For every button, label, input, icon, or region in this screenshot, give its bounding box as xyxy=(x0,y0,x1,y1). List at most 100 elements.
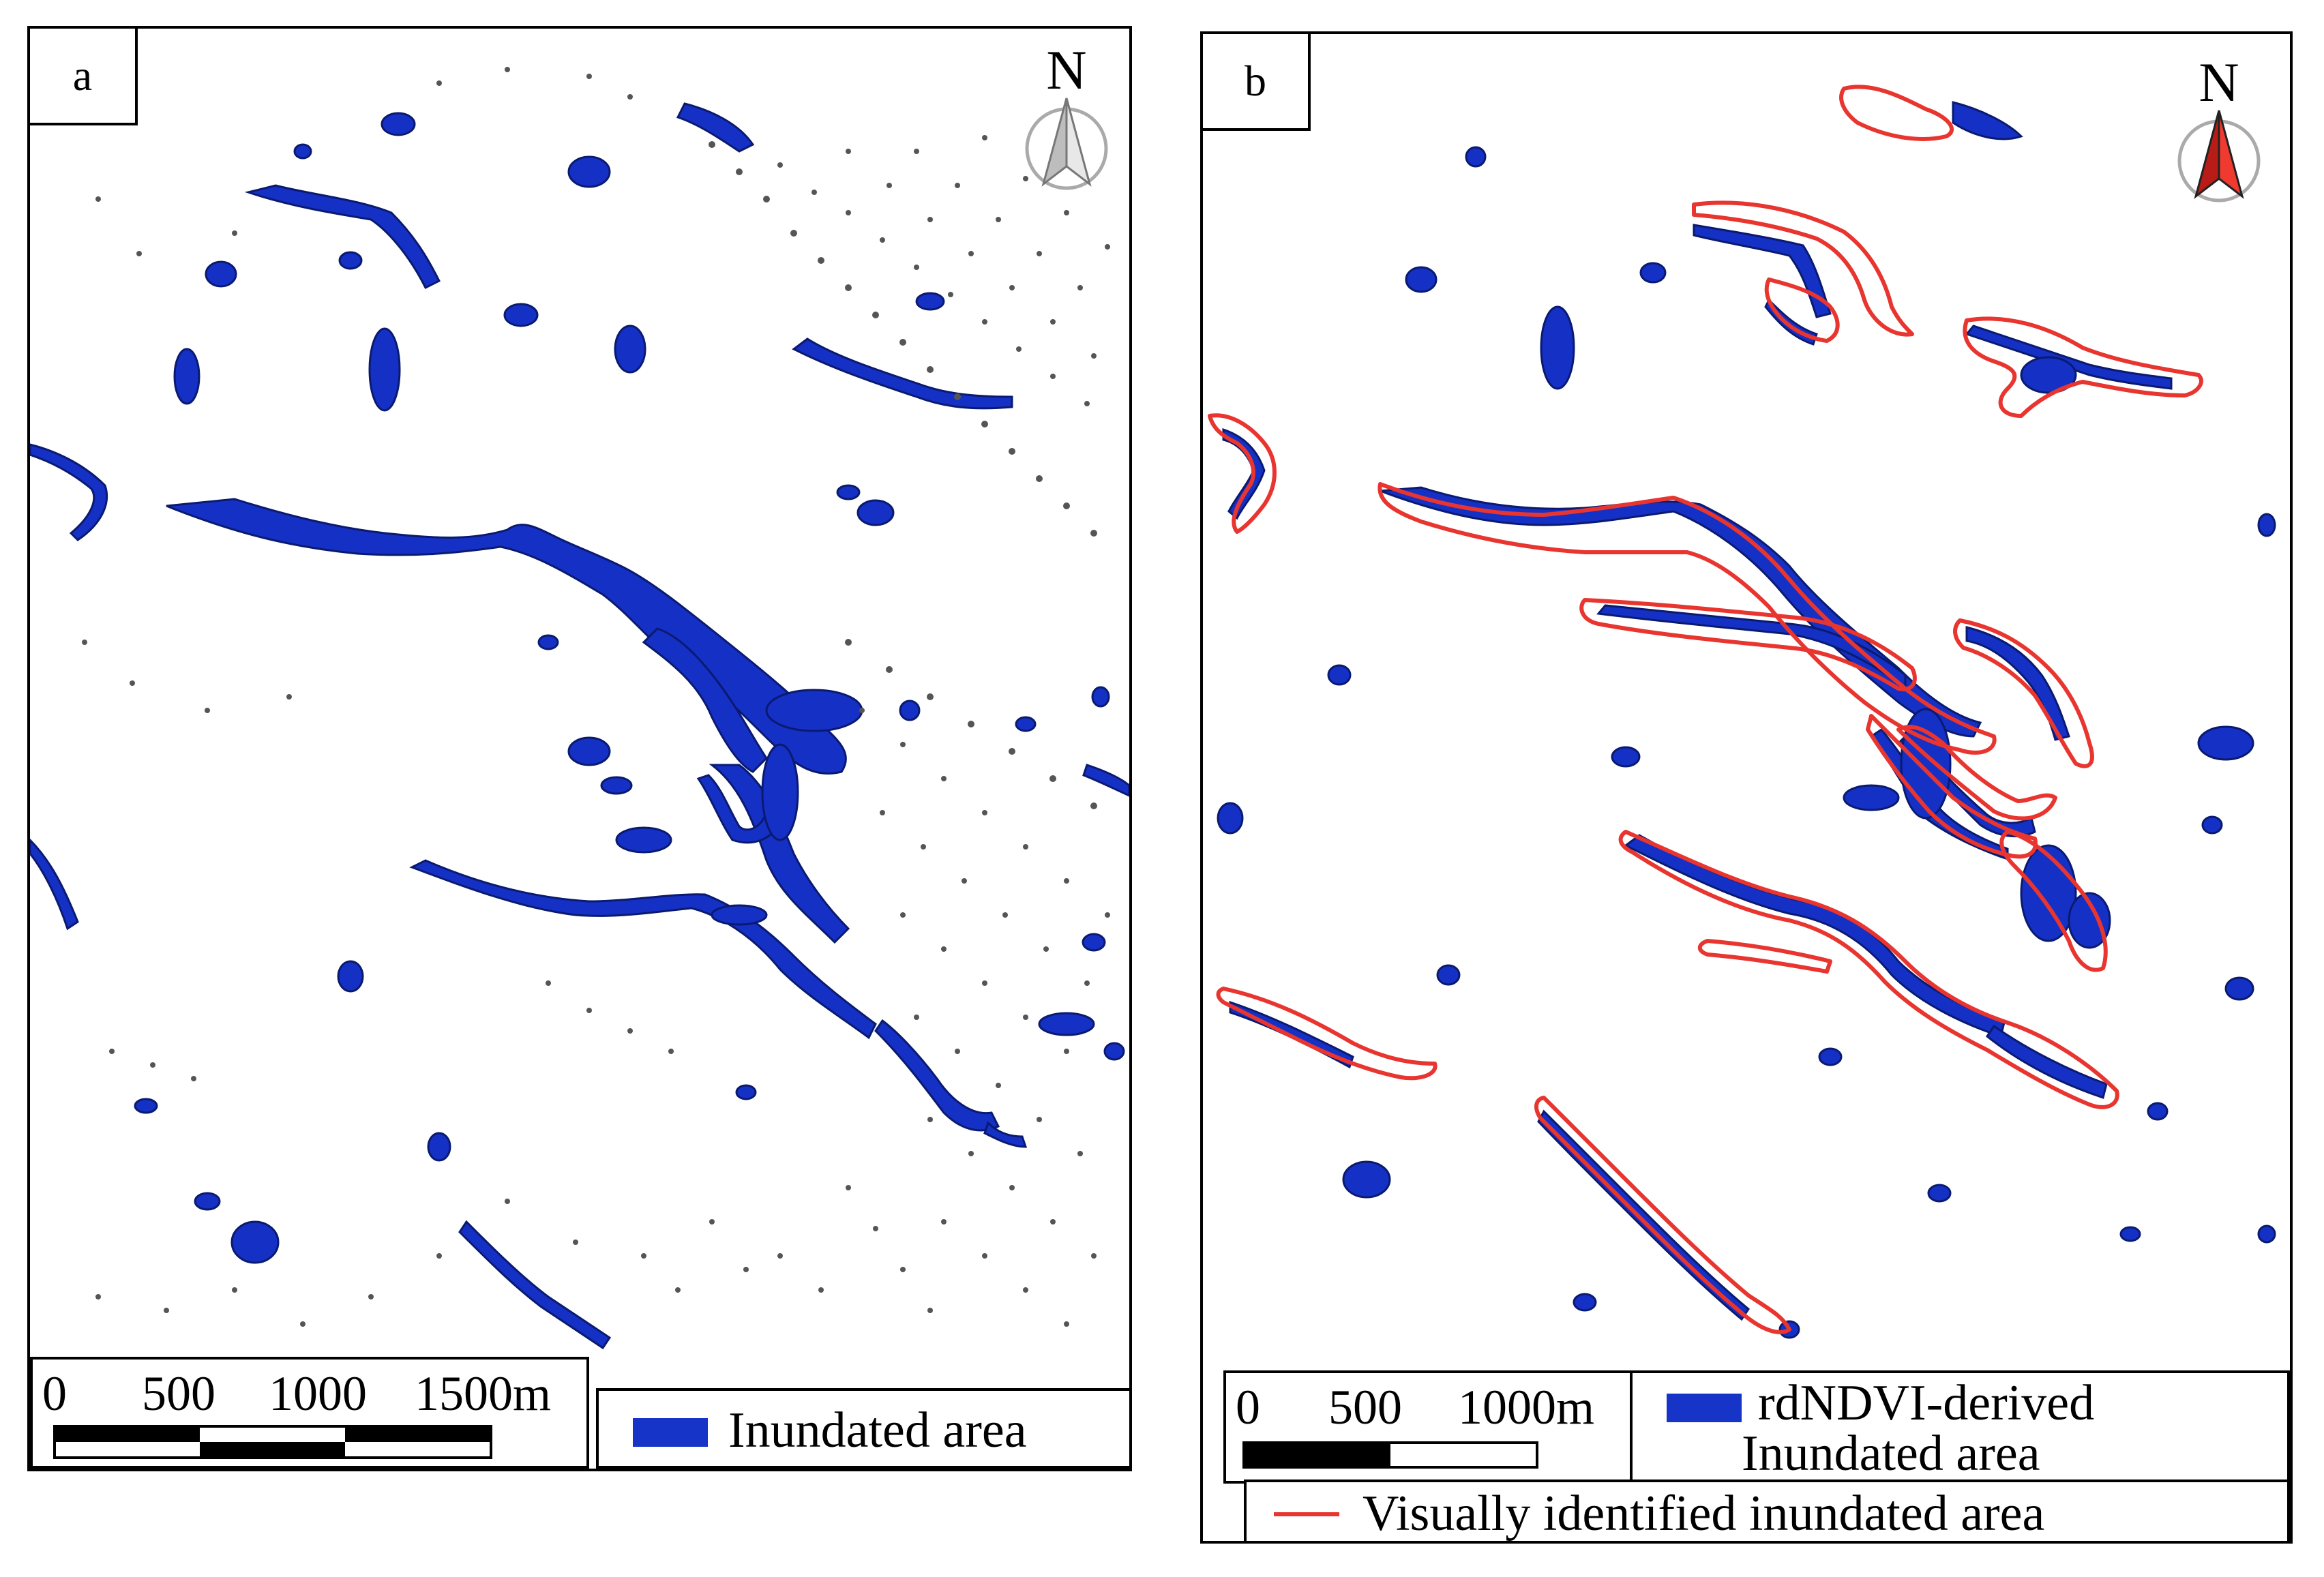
water-body xyxy=(614,325,646,374)
water-body xyxy=(856,499,895,526)
panel-label-a: a xyxy=(30,29,138,125)
water-body xyxy=(230,1220,280,1264)
water-body xyxy=(567,155,611,188)
map-b-canvas xyxy=(1208,85,2276,1339)
scale-bar-a: 0 500 1000 1500m xyxy=(30,1357,589,1469)
north-arrow-red-icon xyxy=(2177,110,2261,202)
water-body xyxy=(1091,686,1110,708)
north-arrow-b: N xyxy=(2171,55,2267,211)
visual-outline xyxy=(1377,482,1997,755)
visual-outline xyxy=(1692,200,1914,337)
water-body xyxy=(2119,1226,2141,1242)
water-body xyxy=(2197,725,2254,761)
water-body xyxy=(915,292,945,311)
water-body xyxy=(2257,1225,2276,1244)
water-body xyxy=(2147,1102,2169,1121)
water-body xyxy=(1611,746,1641,768)
water-body xyxy=(983,1121,1028,1148)
visual-outline xyxy=(1963,316,2203,418)
water-body xyxy=(567,736,611,766)
water-body xyxy=(1038,1012,1095,1036)
water-body xyxy=(381,112,416,136)
water-body xyxy=(1540,305,1575,390)
water-body xyxy=(1015,716,1037,732)
water-body xyxy=(337,960,364,993)
water-body xyxy=(1327,664,1352,686)
visual-outline xyxy=(1534,1096,1791,1334)
water-body xyxy=(676,102,755,153)
legend-red-b: Visually identified inundated area xyxy=(1244,1480,2290,1542)
water-body xyxy=(1222,427,1266,520)
water-body xyxy=(1082,933,1106,952)
water-body xyxy=(1082,764,1129,797)
water-body xyxy=(1818,1047,1843,1066)
water-body xyxy=(761,743,799,841)
water-body xyxy=(711,904,768,926)
water-body xyxy=(173,348,200,405)
water-body xyxy=(409,859,877,1040)
water-body xyxy=(1596,604,1907,691)
visual-outline xyxy=(1866,714,2038,859)
visual-outline xyxy=(1618,830,2119,1109)
visual-outline xyxy=(1896,725,2057,821)
scale-label-0: 0 xyxy=(1236,1380,1260,1435)
water-body xyxy=(1693,224,1832,318)
water-body xyxy=(2020,356,2077,394)
water-body xyxy=(537,634,559,650)
visual-outline xyxy=(1953,618,2094,768)
map-b-water-bodies xyxy=(1217,101,2276,1339)
legend-label-blue-line1: rdNDVI-derived xyxy=(1758,1375,2095,1431)
water-body xyxy=(427,1132,451,1162)
water-body xyxy=(244,184,441,290)
water-body xyxy=(2224,976,2254,1001)
water-body xyxy=(1342,1160,1391,1199)
water-body xyxy=(792,337,1013,410)
water-body xyxy=(1465,146,1487,168)
water-body xyxy=(642,627,768,773)
water-body xyxy=(600,776,633,795)
water-body xyxy=(205,260,237,288)
scale-label-2: 1000 xyxy=(269,1366,367,1421)
water-body xyxy=(2201,815,2223,835)
visual-outline xyxy=(1208,413,1277,534)
scale-label-1: 500 xyxy=(1328,1380,1402,1435)
water-body xyxy=(1624,834,2006,1038)
water-body xyxy=(1985,1024,2108,1099)
water-body xyxy=(836,484,861,500)
map-panel-a: a xyxy=(27,26,1132,1471)
water-body xyxy=(1103,1042,1125,1061)
scale-label-1: 500 xyxy=(142,1366,215,1421)
visual-outline xyxy=(1764,277,1840,343)
north-arrow-gray-icon xyxy=(1025,97,1108,190)
water-body xyxy=(134,1098,158,1114)
water-body xyxy=(1573,1293,1597,1312)
water-body xyxy=(765,689,863,732)
legend-label-red: Visually identified inundated area xyxy=(1362,1486,2045,1542)
water-body xyxy=(1639,262,1667,284)
water-body xyxy=(1952,101,2023,140)
legend-swatch-red-b xyxy=(1274,1512,1339,1516)
water-body xyxy=(615,826,672,854)
water-body xyxy=(1927,1184,1952,1203)
water-body xyxy=(1436,964,1461,986)
legend-blue-b: rdNDVI-derived Inundated area xyxy=(1630,1370,2290,1484)
water-body xyxy=(1217,802,1244,835)
map-b-visual-outlines xyxy=(1208,85,2203,1334)
scale-bar-graphic-b xyxy=(1242,1441,1538,1469)
legend-label-blue-line2: Inundated area xyxy=(1742,1426,2040,1482)
water-body xyxy=(2257,513,2276,537)
visual-outline xyxy=(1579,598,1917,691)
legend-swatch-blue-b xyxy=(1667,1394,1742,1422)
scale-label-0: 0 xyxy=(42,1366,67,1421)
water-body xyxy=(874,1019,1000,1132)
water-body xyxy=(338,251,363,270)
water-body xyxy=(899,700,921,721)
water-body xyxy=(503,303,539,327)
map-a-stipple xyxy=(82,67,1110,1327)
water-body xyxy=(2020,844,2077,942)
legend-label-a: Inundated area xyxy=(728,1402,1027,1458)
visual-outline xyxy=(1216,987,1437,1081)
legend-swatch-blue-a xyxy=(633,1418,708,1447)
water-body xyxy=(30,443,108,541)
water-body xyxy=(458,1220,612,1350)
